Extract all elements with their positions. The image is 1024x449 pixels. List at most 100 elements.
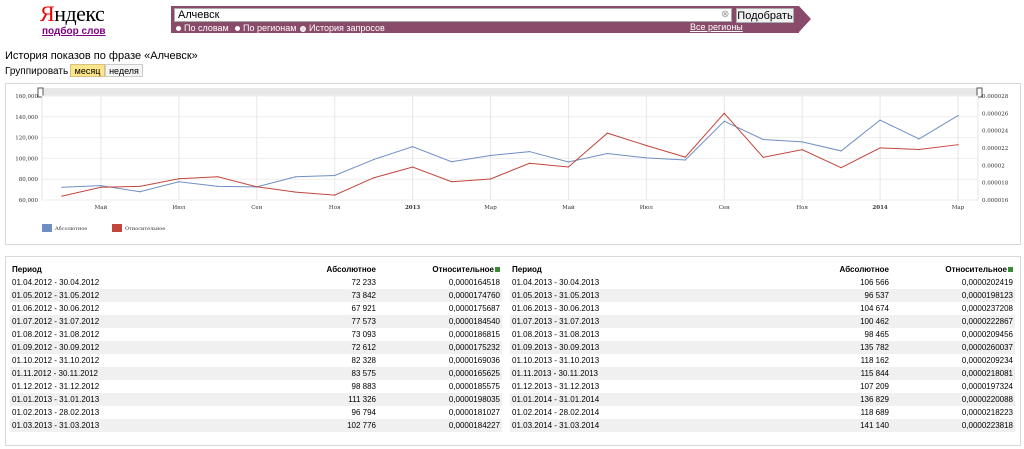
cell-absolute: 141 140	[694, 419, 891, 432]
radio-history[interactable]: История запросов	[300, 23, 385, 33]
cell-absolute: 100 462	[694, 315, 891, 328]
y-right-tick-label: 0.000026	[982, 111, 1009, 117]
search-input[interactable]: Алчевск	[174, 8, 732, 22]
data-point	[840, 167, 842, 169]
cell-period: 01.07.2013 - 31.07.2013	[510, 315, 694, 328]
data-point	[645, 144, 647, 147]
data-point	[762, 156, 764, 158]
navigator-right-handle	[976, 87, 983, 98]
data-point	[334, 194, 336, 196]
history-table-right: Период Абсолютное Относительное 01.04.20…	[510, 263, 1015, 432]
x-tick-label: Июл	[172, 205, 186, 211]
cell-relative: 0,0000184227	[378, 419, 502, 432]
y-left-tick-label: 80,000	[19, 177, 39, 183]
submit-button[interactable]: Подобрать	[736, 8, 794, 23]
table-row: 01.02.2014 - 28.02.2014 118 689 0,00002182…	[510, 406, 1015, 419]
data-point	[178, 178, 180, 180]
data-point	[723, 120, 725, 122]
data-point	[450, 161, 453, 163]
table-row: 01.10.2013 - 31.10.2013 118 162 0,00002092…	[510, 354, 1015, 367]
table-row: 01.11.2013 - 30.11.2013 115 844 0,00002180…	[510, 367, 1015, 380]
cell-absolute: 118 689	[860, 408, 889, 417]
cell-period: 01.01.2013 - 31.01.2013	[10, 393, 194, 406]
legend-swatch	[42, 224, 52, 232]
x-tick-label: Мар	[484, 205, 497, 211]
cell-period: 01.02.2014 - 28.02.2014	[512, 408, 600, 417]
cell-relative: 0,0000165625	[378, 367, 502, 380]
cell-relative: 0,0000237208	[961, 304, 1013, 313]
table-row: 01.10.2012 - 31.10.2012 82 328 0,000016903…	[10, 354, 502, 367]
table-row: 01.05.2013 - 31.05.2013 96 537 0,000019812…	[510, 289, 1015, 302]
group-week-button[interactable]: неделя	[105, 64, 143, 77]
cell-absolute: 98 883	[351, 382, 376, 391]
cell-absolute: 136 829	[694, 393, 891, 406]
cell-absolute: 82 328	[351, 356, 376, 365]
data-point	[100, 185, 102, 187]
data-point	[840, 150, 842, 152]
data-point	[373, 158, 375, 161]
cell-absolute: 72 233	[351, 278, 376, 287]
clear-icon[interactable]: ⊗	[721, 9, 730, 20]
cell-relative: 0,0000198123	[891, 289, 1015, 302]
wordstat-link[interactable]: подбор слов	[42, 26, 106, 37]
yandex-logo[interactable]: Яндекс	[40, 3, 105, 25]
data-point	[684, 156, 686, 158]
cell-relative: 0,0000186815	[448, 330, 500, 339]
cell-absolute: 83 575	[194, 367, 378, 380]
cell-relative: 0,0000220088	[891, 393, 1015, 406]
cell-absolute: 98 465	[864, 330, 889, 339]
cell-relative: 0,0000198035	[378, 393, 502, 406]
column-header-absolute: Абсолютное	[839, 265, 889, 274]
info-icon[interactable]	[1008, 267, 1013, 273]
data-point	[528, 162, 531, 164]
data-point	[723, 112, 725, 114]
cell-relative: 0,0000181027	[448, 408, 500, 417]
history-table-left: Период Абсолютное Относительное 01.04.20…	[10, 263, 502, 432]
data-point	[373, 177, 375, 179]
table-row: 01.03.2013 - 31.03.2013 102 776 0,00001842…	[10, 419, 502, 432]
cell-absolute: 96 537	[694, 289, 891, 302]
cell-period: 01.04.2013 - 30.04.2013	[512, 278, 600, 287]
cell-relative: 0,0000197324	[961, 382, 1013, 391]
cell-period: 01.09.2012 - 30.09.2012	[10, 341, 194, 354]
data-point	[489, 178, 492, 180]
plot-area	[41, 95, 979, 201]
radio-icon	[235, 26, 240, 32]
history-chart: 60,000 80,000 100,000 120,000 140,000 160,000…	[15, 87, 1009, 232]
y-right-tick-label: 0.000022	[982, 146, 1008, 152]
table-row: 01.08.2012 - 31.08.2012 73 093 0,000018681…	[10, 328, 502, 341]
y-right-tick-label: 0.000018	[982, 181, 1009, 187]
data-point	[606, 152, 608, 155]
data-point	[61, 195, 63, 197]
data-point	[489, 154, 492, 157]
table-row: 01.11.2012 - 30.11.2012 83 575 0,000016562…	[10, 367, 502, 380]
cell-absolute: 118 162	[860, 356, 889, 365]
column-header-absolute: Абсолютное	[326, 265, 376, 274]
data-point	[879, 147, 881, 149]
table-row: 01.04.2013 - 30.04.2013 106 566 0,00002024…	[510, 276, 1015, 289]
cell-relative: 0,0000184540	[378, 315, 502, 328]
x-tick-label: 2013	[405, 205, 420, 211]
regions-link[interactable]: Все регионы	[690, 22, 743, 32]
data-point	[61, 186, 63, 188]
data-point	[217, 176, 219, 178]
info-icon[interactable]	[495, 267, 500, 273]
cell-period: 01.10.2013 - 31.10.2013	[512, 356, 600, 365]
cell-period: 01.08.2013 - 31.08.2013	[512, 330, 600, 339]
data-point	[139, 185, 141, 188]
cell-absolute: 107 209	[860, 382, 889, 391]
table-row: 01.01.2013 - 31.01.2013 111 326 0,00001980…	[10, 393, 502, 406]
radio-label: По регионам	[243, 23, 297, 33]
radio-by-words[interactable]: По словам	[176, 23, 229, 33]
data-point	[606, 132, 608, 134]
cell-period: 01.12.2012 - 31.12.2012	[12, 382, 100, 391]
group-label: Группировать по:	[5, 66, 85, 77]
cell-relative: 0,0000260037	[891, 341, 1015, 354]
cell-absolute: 67 921	[351, 304, 376, 313]
column-header-relative-label: Относительное	[432, 265, 494, 274]
radio-by-regions[interactable]: По регионам	[235, 23, 296, 33]
data-point	[528, 150, 531, 153]
column-header-relative-label: Относительное	[945, 265, 1007, 274]
data-point	[879, 119, 881, 121]
group-month-button[interactable]: месяц	[70, 64, 105, 77]
